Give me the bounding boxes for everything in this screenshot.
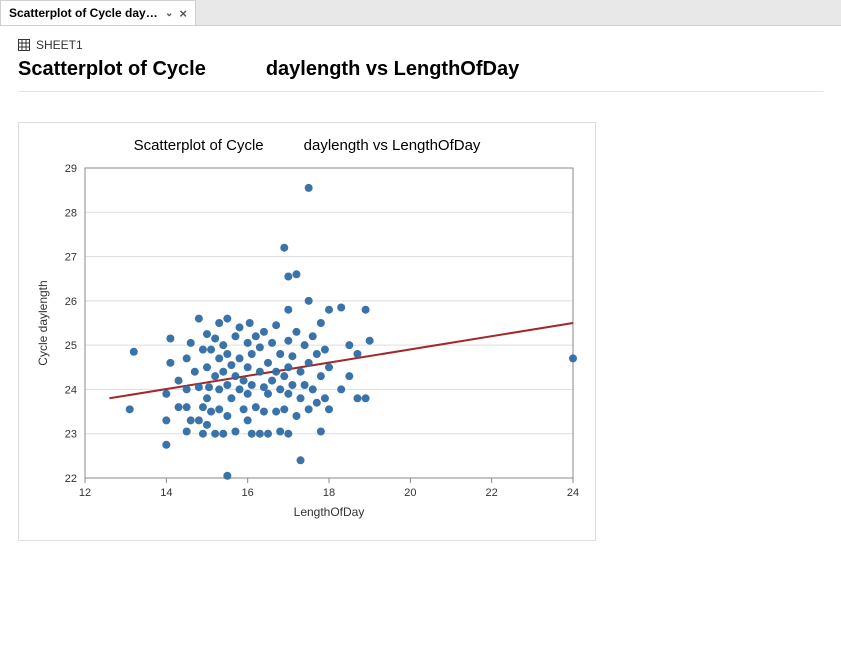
page-title-b: daylength vs LengthOfDay (266, 58, 519, 80)
svg-text:23: 23 (65, 429, 77, 441)
tab-bar: Scatterplot of Cycle dayl... ⌄ × (0, 0, 841, 26)
svg-text:14: 14 (160, 487, 172, 499)
chart-title: Scatterplot of Cycle daylength vs LengthO… (29, 137, 585, 154)
svg-text:18: 18 (323, 487, 335, 499)
tab-title: Scatterplot of Cycle dayl... (9, 6, 159, 20)
content-area: SHEET1 Scatterplot of Cycle daylength vs … (0, 26, 841, 549)
svg-text:29: 29 (65, 163, 77, 175)
active-tab[interactable]: Scatterplot of Cycle dayl... ⌄ × (0, 0, 196, 25)
svg-text:28: 28 (65, 207, 77, 219)
chart-title-b: daylength vs LengthOfDay (304, 137, 481, 154)
svg-text:22: 22 (486, 487, 498, 499)
svg-text:26: 26 (65, 296, 77, 308)
svg-text:25: 25 (65, 340, 77, 352)
page-title-a: Scatterplot of Cycle (18, 58, 206, 80)
svg-text:22: 22 (65, 473, 77, 485)
svg-text:12: 12 (79, 487, 91, 499)
page-title: Scatterplot of Cycle daylength vs LengthO… (18, 58, 823, 81)
svg-text:Cycle daylength: Cycle daylength (36, 280, 50, 365)
chevron-down-icon[interactable]: ⌄ (165, 8, 173, 19)
svg-text:LengthOfDay: LengthOfDay (294, 505, 365, 519)
scatter-chart: 22 23 24 25 26 27 28 29 12 14 16 18 20 22 24 LengthOfDa… (29, 162, 585, 522)
sheet-label: SHEET1 (36, 38, 83, 52)
grid-icon (18, 39, 30, 51)
chart-title-a: Scatterplot of Cycle (134, 137, 264, 154)
divider (18, 91, 823, 92)
svg-text:27: 27 (65, 252, 77, 264)
sheet-indicator[interactable]: SHEET1 (18, 38, 823, 52)
svg-text:16: 16 (242, 487, 254, 499)
chart-panel: Scatterplot of Cycle daylength vs LengthO… (18, 122, 596, 541)
svg-text:20: 20 (404, 487, 416, 499)
svg-text:24: 24 (567, 487, 579, 499)
svg-text:24: 24 (65, 384, 77, 396)
close-icon[interactable]: × (179, 7, 187, 20)
